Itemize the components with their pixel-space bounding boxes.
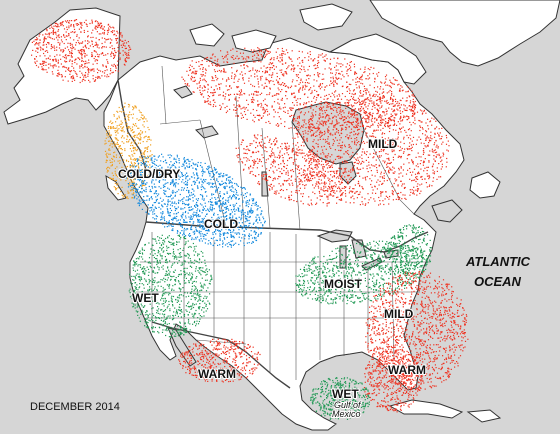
label-ocean-line1: ATLANTIC [465,254,531,269]
label-cold-dry: COLD/DRY [118,167,180,181]
label-mild-east: MILD [384,307,414,321]
map-date-caption: DECEMBER 2014 [30,401,120,413]
stipple-florida-warm [363,349,423,413]
gulf-st-lawrence [431,199,463,223]
stipple-bc-dry [104,102,153,200]
hispaniola [466,409,502,423]
banks-island [189,23,225,47]
label-warm-east: WARM [388,363,426,377]
stipple-alaska-mild [31,19,132,84]
great-bear-lake [173,85,193,99]
stipple-prairie-cold [125,153,266,248]
greenland-landmass [369,0,560,67]
label-warm-west: WARM [198,367,236,381]
stipple-northeast-moist [388,224,432,276]
label-gulf-line2: Mexico [332,409,361,419]
cuba [388,399,464,419]
stipple-west-wet [128,234,213,338]
newfoundland [469,171,501,199]
stipple-quebec-mild [291,95,450,206]
lake-michigan [339,245,347,269]
alaska-canada-border [117,79,147,171]
us-mexico-border [151,321,291,389]
stipple-gulf-wet [310,377,370,420]
label-mild-north: MILD [368,137,398,151]
label-wet: WET [132,291,159,305]
label-gulf-line1: Gulf of [334,400,362,410]
label-moist: MOIST [324,277,363,291]
stipple-central-canada-mild [235,134,347,207]
label-ocean-line2: OCEAN [474,274,522,289]
stipple-southwest-warm [178,338,261,383]
region-labels: MILD COLD/DRY COLD WET MOIST MILD WARM W… [30,136,531,420]
great-slave-lake [195,125,219,139]
label-wet-gulf: WET [332,387,359,401]
political-borders [117,79,429,389]
victoria-island [231,29,277,53]
canada-us-border [145,221,429,253]
ellesmere-island [299,3,353,31]
label-cold: COLD [204,217,238,231]
baffin-island [328,33,427,85]
anomaly-stipple [31,19,469,420]
